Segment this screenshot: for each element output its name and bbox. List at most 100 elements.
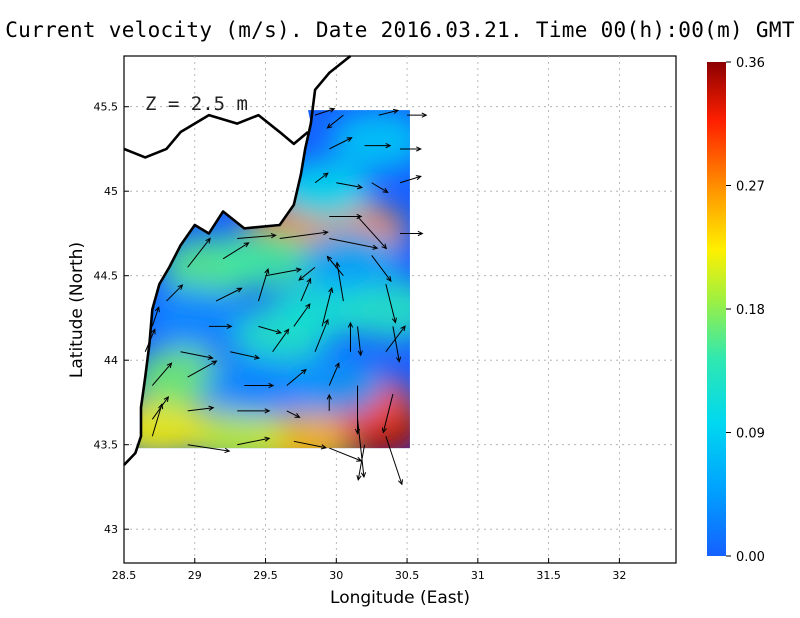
arrow-head [381,427,387,434]
chart-title: Current velocity (m/s). Date 2016.03.21.… [5,18,795,42]
current-arrow [385,325,406,353]
arrow-head [211,360,218,366]
x-axis-ticks: 28.5 29 29.5 30 30.5 31 31.5 32 [112,558,626,582]
colorbar-tick-label: 0.00 [736,550,765,565]
current-arrow [371,255,392,282]
arrow-head [236,287,243,293]
coastline-north [123,113,309,159]
arrow-head [224,447,231,454]
current-arrow [385,436,403,486]
arrow-head [356,184,364,190]
arrow-shaft [357,444,366,480]
arrow-shaft [327,114,344,129]
current-arrow [151,403,164,437]
arrow-head [357,350,363,357]
colorbar [707,62,726,556]
current-arrow [300,277,312,302]
arrow-shaft [257,268,269,302]
colorbar-ticks: 0.00 0.09 0.18 0.27 0.36 [726,56,765,565]
current-arrow [357,419,367,479]
current-arrow [279,230,329,240]
arrow-shaft [180,351,213,359]
current-arrow [166,284,184,302]
arrow-shaft [357,326,362,356]
current-arrow [187,237,211,268]
y-tick-label: 45.5 [94,101,119,114]
x-tick-label: 32 [612,569,626,582]
arrow-shaft [329,447,362,462]
arrow-head [166,362,173,369]
arrow-head [207,354,214,360]
current-arrow [208,323,233,330]
speed-cell [146,287,243,348]
arrow-head [322,230,329,236]
arrow-shaft [382,393,394,433]
arrow-head [275,329,282,335]
current-arrow [400,146,422,152]
current-arrow [215,287,243,302]
arrow-head [360,472,367,479]
current-arrow [151,306,160,327]
arrow-shaft [258,325,281,334]
arrow-shaft [187,407,214,412]
arrow-head [226,323,233,330]
current-arrow [265,267,302,277]
colorbar-tick-label: 0.36 [736,56,765,71]
arrow-shaft [144,329,156,352]
current-arrow [385,284,397,324]
arrow-head [264,436,271,442]
speed-cell [274,279,371,340]
x-tick-label: 29 [188,569,202,582]
arrow-head [347,321,354,328]
arrow-shaft [336,262,344,302]
arrow-head [154,306,160,313]
current-arrow [314,318,329,352]
y-tick-label: 44 [104,354,118,367]
current-arrow [326,393,332,411]
arrow-head [264,408,271,414]
arrow-head [372,244,379,250]
arrow-head [400,325,406,332]
arrow-shaft [237,437,270,446]
arrow-shaft [151,362,172,386]
current-arrow [357,216,388,250]
arrow-shaft [187,238,211,268]
arrow-head [391,317,397,324]
current-arrow [326,114,344,129]
x-axis-label: Longitude (East) [330,588,470,608]
current-arrow [381,393,394,434]
current-arrow [399,175,422,184]
arrow-head [326,393,332,400]
current-arrow [314,172,329,184]
current-arrow [329,137,353,150]
x-tick-label: 29.5 [253,569,278,582]
current-arrow [187,405,215,412]
current-arrow [237,408,271,414]
arrow-shaft [151,404,163,437]
colorbar-tick-label: 0.18 [736,303,765,318]
y-tick-label: 45 [104,185,118,198]
arrow-shaft [328,362,340,386]
coastline [123,54,352,466]
y-tick-label: 43 [104,523,118,536]
arrow-head [334,362,340,369]
arrow-shaft [166,284,183,302]
current-arrow [321,286,334,327]
current-arrow [180,351,214,360]
x-tick-label: 30.5 [395,569,420,582]
speed-cell [302,228,399,289]
arrow-shaft [286,369,307,386]
arrow-head [385,142,392,149]
arrow-head [264,267,270,275]
arrow-shaft [314,172,329,184]
arrow-head [323,318,329,325]
speed-field [138,110,410,449]
arrow-head [328,286,334,293]
arrow-head [268,382,275,389]
arrow-head [329,107,336,113]
speed-cell [217,228,314,289]
arrow-head [150,328,156,335]
arrow-head [417,230,424,237]
current-arrow [378,108,400,116]
